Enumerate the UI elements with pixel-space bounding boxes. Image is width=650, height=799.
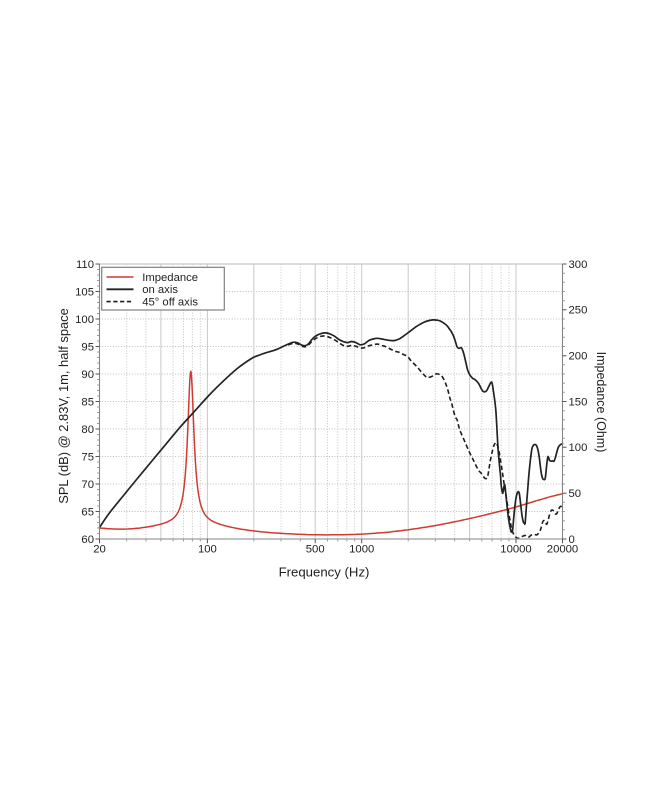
svg-text:45° off axis: 45° off axis [142, 297, 198, 309]
svg-text:SPL (dB) @ 2.83V, 1m, half spa: SPL (dB) @ 2.83V, 1m, half space [56, 308, 71, 504]
svg-text:85: 85 [81, 396, 94, 408]
svg-text:200: 200 [569, 351, 588, 363]
svg-text:150: 150 [569, 396, 588, 408]
svg-text:0: 0 [569, 534, 575, 546]
svg-text:100: 100 [75, 314, 94, 326]
svg-text:50: 50 [569, 488, 582, 500]
svg-text:300: 300 [569, 259, 588, 271]
svg-text:10000: 10000 [500, 544, 531, 556]
svg-text:1000: 1000 [349, 544, 374, 556]
svg-text:80: 80 [81, 424, 94, 436]
svg-text:90: 90 [81, 369, 94, 381]
svg-text:Frequency (Hz): Frequency (Hz) [279, 565, 370, 580]
svg-text:on axis: on axis [142, 284, 178, 296]
svg-text:65: 65 [81, 506, 94, 518]
svg-text:100: 100 [198, 544, 217, 556]
svg-text:60: 60 [81, 534, 94, 546]
svg-text:70: 70 [81, 479, 94, 491]
svg-text:Impedance (Ohm): Impedance (Ohm) [594, 352, 608, 453]
svg-text:110: 110 [76, 259, 94, 271]
svg-text:75: 75 [81, 451, 94, 463]
svg-text:100: 100 [569, 442, 588, 454]
svg-text:20000: 20000 [547, 544, 578, 556]
svg-text:105: 105 [75, 286, 94, 298]
svg-text:20: 20 [93, 544, 106, 556]
svg-text:Impedance: Impedance [142, 272, 198, 284]
svg-text:250: 250 [569, 305, 588, 317]
svg-text:500: 500 [306, 544, 325, 556]
svg-text:95: 95 [81, 341, 94, 353]
